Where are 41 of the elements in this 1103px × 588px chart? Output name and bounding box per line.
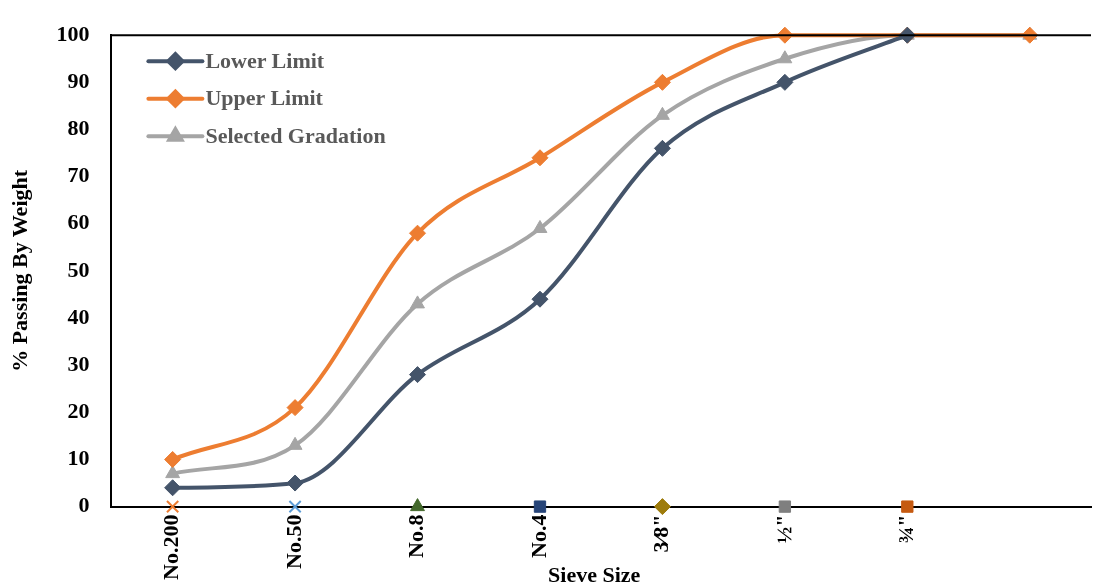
y-tick-label: 90	[67, 68, 90, 94]
point	[164, 479, 182, 497]
x-tick-label: ¾"	[893, 514, 919, 544]
point	[776, 73, 794, 91]
y-tick-label: 30	[67, 350, 90, 376]
point	[286, 399, 304, 417]
x-tick-label: No.4	[525, 514, 551, 558]
point	[409, 366, 427, 384]
y-tick-label: 70	[67, 162, 90, 188]
x-tick-label: 3⁄8"	[648, 514, 674, 553]
point	[165, 465, 181, 479]
legend-label: Upper Limit	[205, 85, 324, 111]
y-tick-label: 20	[67, 398, 90, 424]
y-tick-label: 10	[67, 445, 90, 471]
point	[653, 139, 671, 157]
x-tick-label: No.200	[158, 514, 184, 580]
point	[164, 450, 182, 468]
point	[409, 224, 427, 242]
point	[531, 149, 549, 167]
point	[410, 295, 425, 309]
x-axis-title: Sieve Size	[548, 561, 641, 587]
y-tick-label: 0	[78, 492, 90, 518]
point	[531, 290, 549, 308]
x-tick-label: No.50	[280, 514, 306, 569]
y-tick-label: 100	[56, 20, 90, 46]
y-tick-label: 80	[67, 115, 90, 141]
point	[653, 73, 671, 91]
y-tick-label: 50	[67, 256, 90, 282]
point	[532, 219, 548, 233]
y-tick-label: 40	[67, 303, 90, 329]
x-tick-label: ½"	[770, 514, 796, 544]
point	[777, 50, 793, 64]
y-axis-title: % Passing By Weight	[6, 169, 32, 372]
point	[286, 474, 304, 492]
point	[165, 499, 180, 514]
legend-label: Lower Limit	[205, 47, 325, 73]
y-tick-label: 60	[67, 209, 90, 235]
x-tick-label: No.8	[403, 514, 429, 558]
point	[655, 106, 670, 120]
legend-label: Selected Gradation	[205, 122, 386, 148]
point	[287, 436, 303, 450]
